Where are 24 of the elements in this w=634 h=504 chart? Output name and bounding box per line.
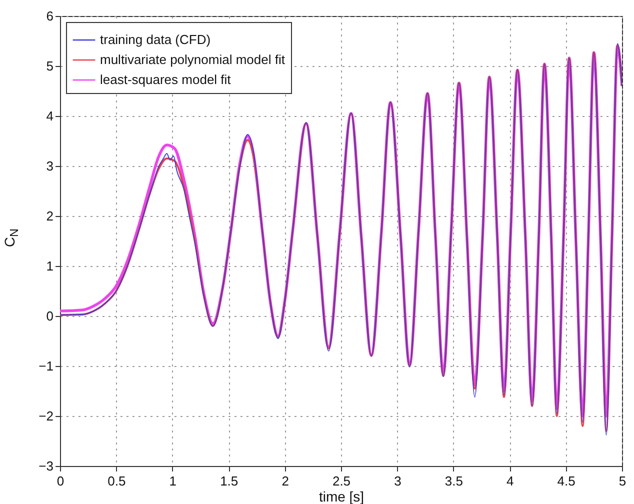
y-tick-label: 6 [46,8,54,24]
y-tick-label: 3 [46,158,54,174]
y-tick-label: 5 [46,58,54,74]
x-tick-label: 5 [618,474,626,488]
x-tick-label: 2 [282,474,289,488]
x-tick-label: 4.5 [557,474,576,488]
legend-label: multivariate polynomial model fit [100,52,286,67]
y-tick-label: −3 [38,458,54,474]
x-tick-label: 3 [394,474,402,488]
x-tick-label: 1.5 [220,474,238,488]
y-tick-label: 0 [46,308,54,324]
y-tick-label: 4 [46,108,54,124]
x-tick-label: 0 [56,474,64,488]
y-tick-label: 1 [46,258,54,274]
y-tick-label: −2 [38,408,54,424]
x-tick-label: 2.5 [332,474,351,488]
legend-label: least-squares model fit [100,72,232,87]
x-tick-label: 4 [506,474,514,488]
legend-label: training data (CFD) [100,32,211,47]
y-tick-label: 2 [46,208,54,224]
x-tick-label: 3.5 [444,474,463,488]
x-tick-label: 1 [169,474,177,488]
x-tick-label: 0.5 [108,474,126,488]
y-tick-label: −1 [38,358,54,374]
